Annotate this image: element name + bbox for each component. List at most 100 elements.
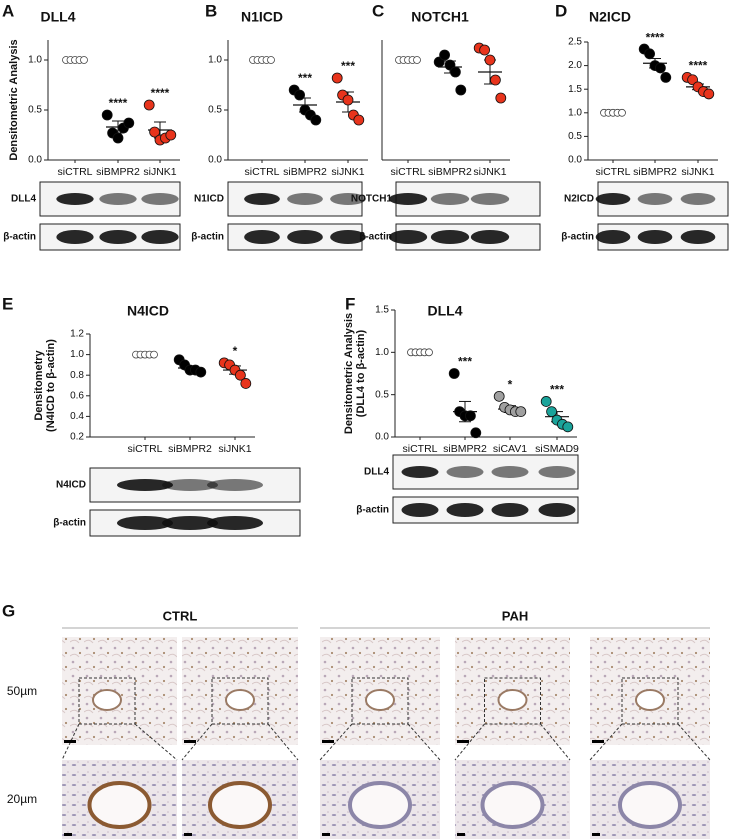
- data-point: [449, 66, 461, 78]
- chart-title: DLL4: [428, 303, 463, 319]
- blot-label: DLL4: [364, 467, 389, 478]
- blot-label: N4ICD: [56, 480, 86, 491]
- blot-label: β-actin: [359, 232, 392, 243]
- x-tick-label: siBMPR2: [428, 166, 472, 178]
- zoom-box: [351, 677, 409, 725]
- zoom-line: [181, 723, 213, 761]
- blot-label: DLL4: [11, 194, 36, 205]
- data-point: [644, 48, 655, 60]
- x-tick-label: siSMAD9: [535, 443, 579, 455]
- y-tick-label: 0.8: [70, 370, 84, 381]
- data-point: [455, 84, 467, 96]
- blot-band: [56, 193, 94, 205]
- y-tick-label: 0.0: [28, 155, 42, 166]
- y-tick-label: 1.0: [568, 107, 582, 118]
- x-tick-label: siBMPR2: [443, 443, 487, 455]
- y-axis-label: (N4ICD to β-actin): [45, 339, 57, 432]
- data-point: [143, 99, 155, 111]
- x-tick-label: siBMPR2: [168, 443, 212, 455]
- vessel-zoom: [480, 781, 545, 829]
- significance: *: [233, 344, 238, 358]
- x-tick-label: siCTRL: [390, 166, 425, 178]
- significance: *: [508, 378, 513, 392]
- y-axis-label: Densitometric Analysis: [8, 39, 20, 160]
- significance: ***: [550, 383, 564, 397]
- blot-label: β-actin: [191, 232, 224, 243]
- blot-band: [287, 193, 323, 205]
- data-point: [484, 54, 496, 66]
- blot-label: β-actin: [356, 505, 389, 516]
- x-tick-label: siCTRL: [127, 443, 162, 455]
- y-tick-label: 2.0: [568, 60, 582, 71]
- blot-band: [595, 193, 631, 205]
- blot-label: β-actin: [3, 232, 36, 243]
- significance: ****: [646, 30, 665, 44]
- data-point: [660, 72, 672, 83]
- significance: ****: [109, 96, 128, 110]
- x-tick-label: siCTRL: [244, 166, 279, 178]
- blot-label: N1ICD: [194, 194, 224, 205]
- blot-band: [388, 230, 428, 244]
- blot-band: [117, 516, 173, 530]
- data-point: [294, 89, 306, 101]
- significance: ***: [298, 71, 312, 85]
- zoom-line: [454, 723, 485, 761]
- scale-bar: [322, 740, 334, 743]
- y-tick-label: 0.0: [375, 432, 389, 443]
- blot-band: [330, 193, 366, 205]
- data-point: [80, 56, 88, 64]
- significance: ***: [458, 355, 472, 369]
- data-point: [493, 390, 505, 402]
- x-tick-label: siJNK1: [681, 166, 714, 178]
- zoom-line: [540, 723, 571, 761]
- x-tick-label: siBMPR2: [283, 166, 327, 178]
- blot-band: [99, 193, 137, 205]
- blot-band: [207, 479, 263, 491]
- y-tick-label: 1.0: [208, 55, 222, 66]
- x-tick-label: siBMPR2: [633, 166, 677, 178]
- data-point: [439, 49, 451, 61]
- data-point: [149, 126, 161, 138]
- data-point: [470, 427, 482, 439]
- blot-band: [388, 193, 428, 205]
- y-tick-label: 1.5: [568, 84, 582, 95]
- panel-label: F: [345, 294, 355, 313]
- scale-bar: [592, 740, 604, 743]
- blot-band: [538, 466, 576, 478]
- data-point: [413, 56, 421, 64]
- data-point: [195, 366, 207, 378]
- data-point: [267, 56, 275, 64]
- scale-bar: [457, 740, 469, 743]
- histology-image: [62, 637, 177, 745]
- chart-title: N2ICD: [589, 9, 631, 25]
- blot-band: [430, 193, 470, 205]
- blot-band: [470, 193, 510, 205]
- zoom-line: [134, 723, 178, 761]
- blot-band: [680, 230, 716, 244]
- data-point: [112, 132, 124, 144]
- scale-bar: [457, 833, 465, 836]
- zoom-line: [407, 723, 441, 761]
- zoom-line: [589, 723, 623, 761]
- blot-band: [637, 230, 673, 244]
- y-tick-label: 2.5: [568, 37, 582, 48]
- x-tick-label: siBMPR2: [96, 166, 140, 178]
- y-tick-label: 0.5: [375, 389, 389, 400]
- blot-band: [244, 193, 280, 205]
- y-tick-label: 1.0: [70, 349, 84, 360]
- blot-band: [446, 503, 484, 517]
- blot-band: [162, 479, 218, 491]
- vessel-zoom: [618, 781, 682, 829]
- y-tick-label: 0.2: [70, 432, 84, 443]
- blot-label: NOTCH1: [351, 194, 393, 205]
- data-point: [310, 114, 322, 126]
- x-tick-label: siJNK1: [473, 166, 506, 178]
- data-point: [425, 348, 433, 357]
- blot-band: [330, 230, 366, 244]
- x-tick-label: siCAV1: [493, 443, 527, 455]
- row-label: 50µm: [7, 684, 37, 698]
- blot-label: β-actin: [561, 232, 594, 243]
- blot-band: [141, 193, 179, 205]
- x-tick-label: siJNK1: [331, 166, 364, 178]
